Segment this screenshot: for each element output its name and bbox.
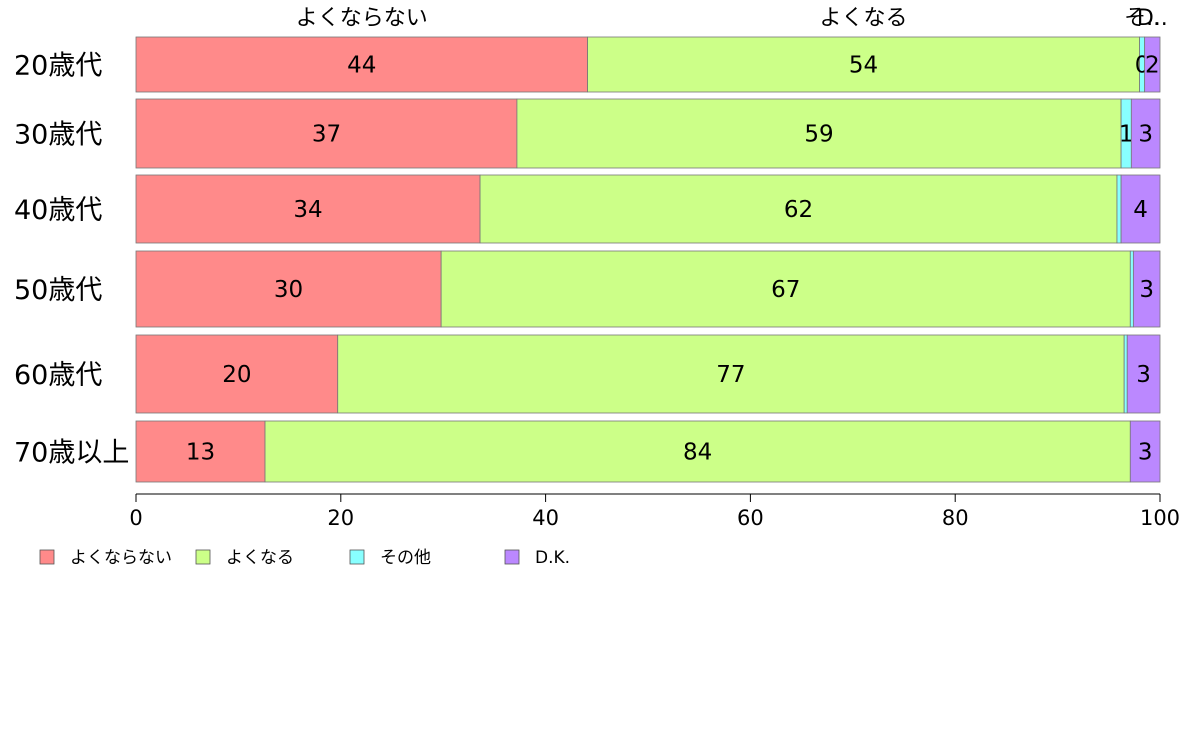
legend-swatch bbox=[349, 549, 365, 565]
bar-segment bbox=[1123, 334, 1128, 414]
bar-value-label: 62 bbox=[784, 197, 813, 223]
category-label: 20歳代 bbox=[14, 51, 102, 82]
bar-value-label: 84 bbox=[683, 440, 712, 466]
top-series-labels: よくならない よくなる そ..D.. bbox=[296, 6, 1168, 31]
bar-segment bbox=[135, 250, 442, 328]
bar-segment bbox=[135, 98, 518, 169]
x-tick-label: 60 bbox=[737, 506, 764, 530]
series-top-label: D.. bbox=[1137, 6, 1168, 31]
legend-label: D.K. bbox=[535, 548, 570, 568]
bar-row: 20 77 3 bbox=[135, 334, 1161, 414]
bar-segment bbox=[1130, 98, 1161, 169]
category-label: 40歳代 bbox=[14, 195, 102, 226]
bar-row: 13 84 3 bbox=[135, 420, 1161, 483]
bar-segment bbox=[1132, 250, 1161, 328]
bar-value-label: 13 bbox=[186, 440, 215, 466]
legend-label: よくなる bbox=[226, 548, 294, 568]
series-top-label: そ.. bbox=[1124, 6, 1160, 31]
bar-value-label: 44 bbox=[347, 53, 376, 79]
bar-segment bbox=[1144, 36, 1161, 93]
x-tick-label: 80 bbox=[942, 506, 969, 530]
category-label: 60歳代 bbox=[14, 360, 102, 391]
bar-segment bbox=[135, 334, 339, 414]
legend-item: よくなる bbox=[195, 548, 294, 568]
bar-value-label: 20 bbox=[222, 362, 251, 388]
legend-item: D.K. bbox=[504, 548, 570, 568]
category-label: 30歳代 bbox=[14, 120, 102, 151]
legend-item: その他 bbox=[349, 548, 431, 568]
bar-row: 30 67 3 bbox=[135, 250, 1161, 328]
bar-value-label: 3 bbox=[1139, 277, 1154, 303]
category-label: 50歳代 bbox=[14, 275, 102, 306]
legend-item: よくならない bbox=[39, 548, 172, 568]
bar-segment bbox=[479, 174, 1118, 244]
x-tick-label: 100 bbox=[1140, 506, 1180, 530]
bar-segment bbox=[1120, 174, 1161, 244]
bar-row: 44 54 02 bbox=[135, 36, 1161, 93]
bar-value-label: 1 bbox=[1119, 122, 1134, 148]
legend: よくならない よくなる その他 D.K. bbox=[39, 548, 570, 568]
bar-segment bbox=[516, 98, 1122, 169]
legend-swatch bbox=[195, 549, 211, 565]
legend-label: よくならない bbox=[70, 548, 172, 568]
bar-segment bbox=[1126, 334, 1161, 414]
legend-label: その他 bbox=[380, 548, 431, 568]
bar-value-label: 34 bbox=[293, 197, 322, 223]
bar-segment bbox=[1129, 420, 1161, 483]
legend-swatch bbox=[39, 549, 55, 565]
bar-value-label: 59 bbox=[804, 122, 833, 148]
bar-value-label: 2 bbox=[1145, 53, 1160, 79]
bar-value-label: 3 bbox=[1136, 362, 1151, 388]
series-top-label: よくなる bbox=[820, 6, 908, 31]
bar-segment bbox=[264, 420, 1131, 483]
legend-swatch bbox=[504, 549, 520, 565]
bar-segment bbox=[135, 36, 588, 93]
bar-value-label: 30 bbox=[274, 277, 303, 303]
bar-row: 34 62 4 bbox=[135, 174, 1161, 244]
bar-value-label: 3 bbox=[1138, 122, 1153, 148]
bar-value-label: 67 bbox=[771, 277, 800, 303]
category-label: 70歳以上 bbox=[14, 438, 129, 469]
bar-segment bbox=[440, 250, 1131, 328]
x-tick-label: 20 bbox=[327, 506, 354, 530]
bar-value-label: 77 bbox=[716, 362, 745, 388]
bar-value-label: 4 bbox=[1133, 197, 1148, 223]
x-tick-label: 0 bbox=[129, 506, 142, 530]
x-tick-label: 40 bbox=[532, 506, 559, 530]
bar-segment bbox=[1116, 174, 1122, 244]
bar-value-label: 37 bbox=[312, 122, 341, 148]
x-axis: 0 20 40 60 80 100 bbox=[129, 493, 1180, 530]
y-axis-labels: 20歳代 30歳代 40歳代 50歳代 60歳代 70歳以上 bbox=[14, 51, 129, 469]
bar-row: 37 59 1 3 bbox=[135, 98, 1161, 169]
bar-segment bbox=[587, 36, 1140, 93]
bar-value-label: 3 bbox=[1138, 440, 1153, 466]
bar-value-label: 54 bbox=[849, 53, 878, 79]
series-top-label: よくならない bbox=[296, 6, 428, 31]
bar-segment bbox=[1129, 250, 1134, 328]
